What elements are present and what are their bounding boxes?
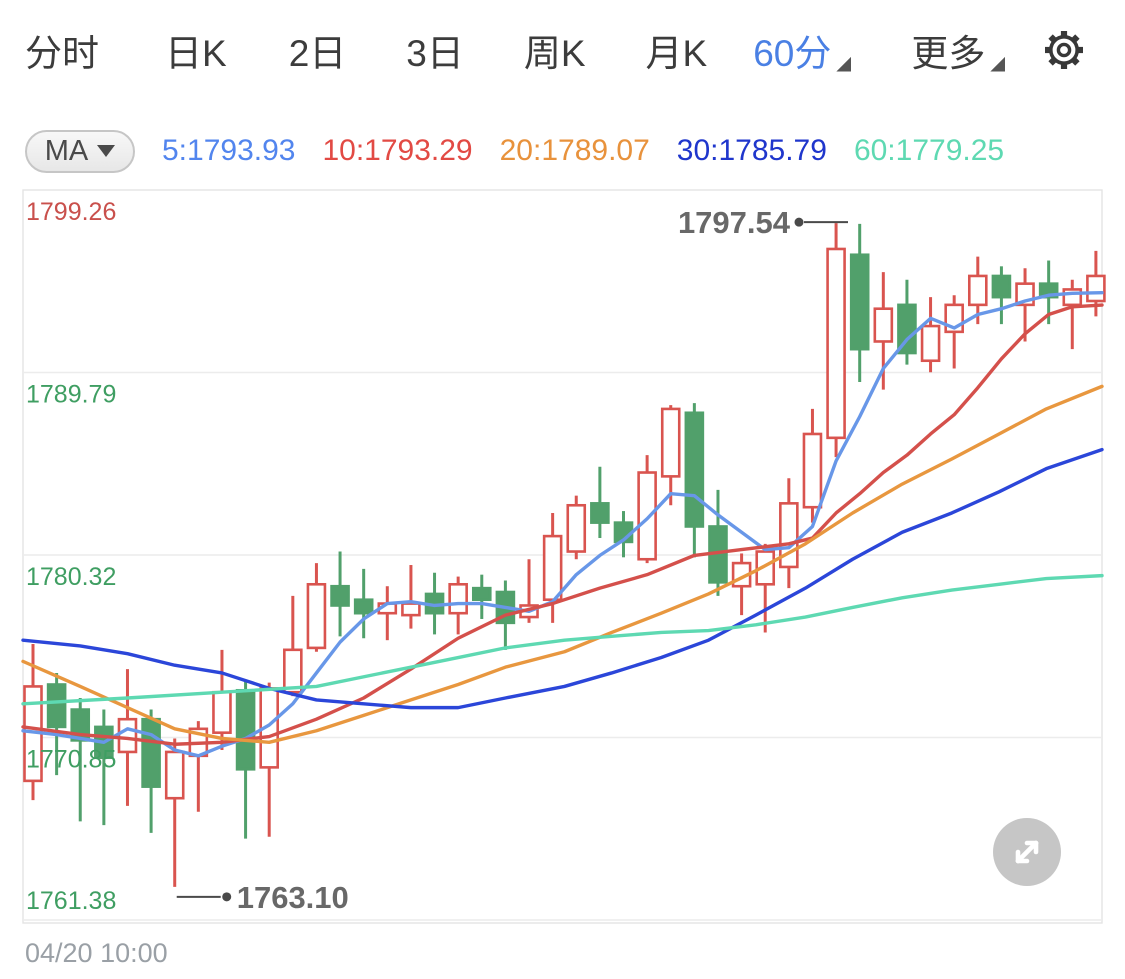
ma20-value: 20:1789.07 (499, 134, 650, 167)
tab-weekly-k[interactable]: 周K (523, 33, 586, 74)
price-label: 1789.79 (26, 381, 116, 409)
grid-layer (22, 189, 1103, 924)
tab-2day[interactable]: 2日 (288, 33, 347, 74)
price-label: 1780.32 (26, 563, 116, 591)
x-axis-start-time: 04/20 10:00 (25, 938, 168, 968)
high-annotation: 1797.54 (678, 205, 791, 240)
price-axis-labels: 1799.26 1789.79 1780.32 1770.85 1761.38 (26, 198, 116, 915)
ma-legend-row: MA 5:1793.93 10:1793.29 20:1789.07 30:17… (0, 127, 1125, 175)
annotations-layer: 1797.54 1763.10 (176, 205, 848, 915)
expand-diagonal-arrows-icon (1015, 840, 1039, 864)
ma10-value: 10:1793.29 (322, 134, 473, 167)
ma-line-MA20 (21, 384, 1104, 745)
tab-60min-active[interactable]: 60分 (753, 33, 832, 74)
price-label: 1799.26 (26, 198, 116, 226)
ma-line-MA10 (21, 303, 1104, 746)
ma-indicator-selector[interactable]: MA (25, 129, 135, 173)
ma-line-MA30 (21, 447, 1104, 710)
tab-fenshi[interactable]: 分时 (25, 33, 99, 74)
tab-more[interactable]: 更多 (911, 33, 986, 74)
period-tabbar: 分时 日K 2日 3日 周K 月K 60分 更多 (0, 0, 1125, 100)
ma5-value: 5:1793.93 (162, 134, 296, 167)
expand-chart-button[interactable] (993, 818, 1061, 886)
tab-daily-k[interactable]: 日K (165, 33, 227, 74)
price-label: 1761.38 (26, 887, 116, 915)
ma60-value: 60:1779.25 (853, 134, 1005, 167)
ma30-value: 30:1785.79 (676, 134, 827, 167)
ma-lines-layer (21, 291, 1104, 758)
ma-line-MA5 (21, 291, 1104, 758)
ma-line-MA60 (21, 573, 1104, 706)
tab-3day[interactable]: 3日 (406, 33, 464, 74)
ma-button-label: MA (44, 134, 89, 167)
price-label: 1770.85 (26, 746, 116, 774)
tab-monthly-k[interactable]: 月K (645, 33, 708, 74)
chevron-down-icon (97, 145, 116, 157)
settings-gear-icon[interactable] (1041, 27, 1087, 73)
low-annotation: 1763.10 (237, 880, 349, 915)
